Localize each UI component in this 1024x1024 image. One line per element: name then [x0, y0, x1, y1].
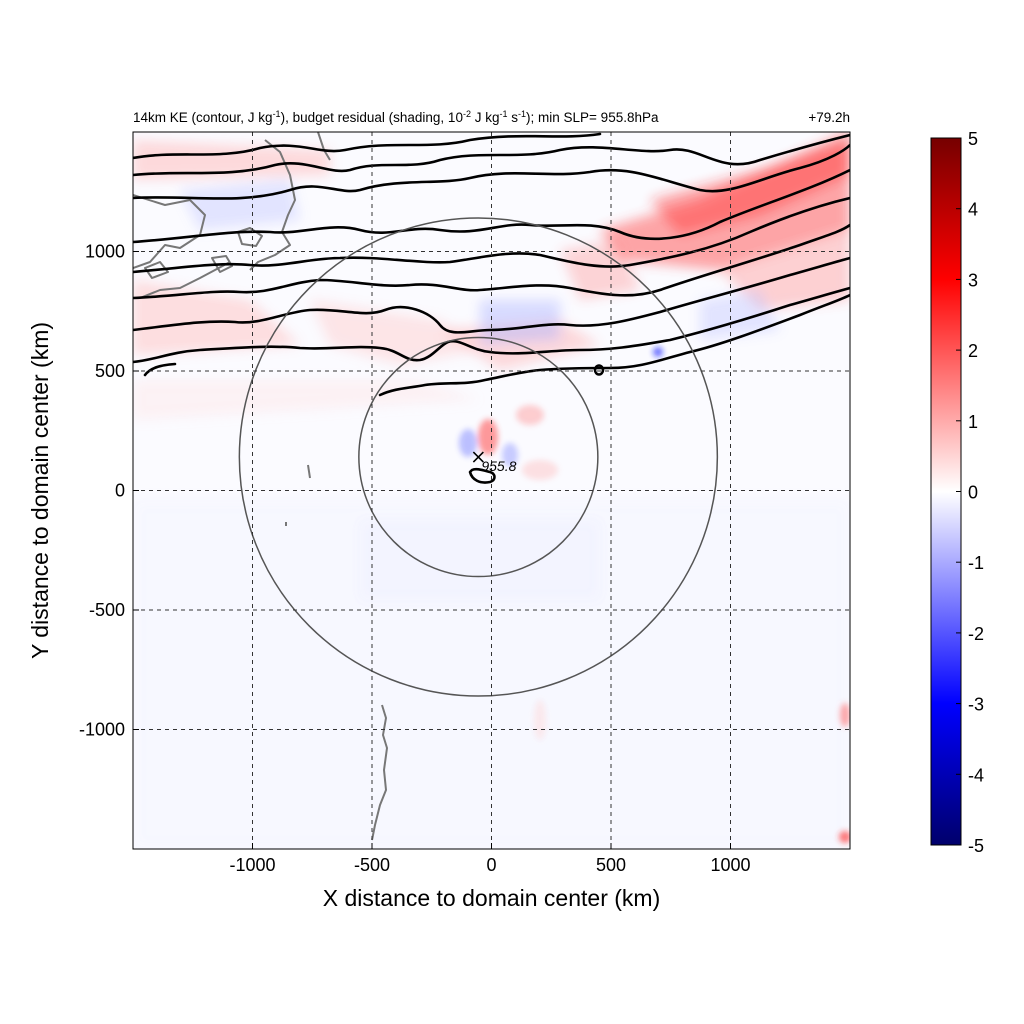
residual-shading: [133, 132, 850, 849]
x-axis: -1000 -500 0 500 1000: [229, 843, 751, 875]
x-tick-label: 1000: [710, 855, 750, 875]
x-tick-label: -500: [354, 855, 390, 875]
ke-contours: [133, 132, 850, 484]
storm-center: 955.8: [472, 451, 517, 474]
colorbar-tick-label: 2: [968, 341, 978, 361]
storm-center-marker: [472, 451, 484, 463]
plot-area: 955.8: [132, 131, 851, 850]
y-tick-label: -500: [89, 600, 125, 620]
x-tick-label: 0: [486, 855, 496, 875]
y-tick-label: 1000: [85, 242, 125, 262]
colorbar-tick-label: 0: [968, 483, 978, 503]
colorbar-tick-label: 3: [968, 270, 978, 290]
colorbar-ticks: 5 4 3 2 1 0 -1 -2 -3 -4 -5: [956, 129, 984, 856]
title-part-1: 14km KE (contour, J kg: [133, 110, 273, 125]
colorbar-tick-label: -3: [968, 695, 984, 715]
title-sup-4: -1: [518, 109, 526, 119]
y-tick-label: -1000: [79, 720, 125, 740]
title-part-2: ), budget residual (shading, 10: [281, 110, 463, 125]
time-label: +79.2h: [808, 110, 850, 125]
range-rings: [238, 217, 719, 697]
colorbar-tick-label: -1: [968, 553, 984, 573]
chart-title: 14km KE (contour, J kg-1), budget residu…: [133, 109, 659, 125]
title-part-3: J kg: [471, 110, 500, 125]
title-sup-3: -1: [499, 109, 507, 119]
title-part-5: ); min SLP= 955.8hPa: [526, 110, 659, 125]
range-ring: [358, 336, 599, 578]
title-sup-1: -1: [273, 109, 281, 119]
range-ring: [238, 217, 719, 697]
colorbar-tick-label: -4: [968, 765, 984, 785]
colorbar-tick-label: 5: [968, 129, 978, 149]
colorbar-tick-label: -5: [968, 836, 984, 856]
y-tick-label: 0: [115, 481, 125, 501]
colorbar-tick-label: 4: [968, 200, 978, 220]
title-sup-2: -2: [463, 109, 471, 119]
y-tick-label: 500: [95, 361, 125, 381]
y-axis: -1000 -500 0 500 1000: [79, 242, 139, 740]
colorbar-tick-label: 1: [968, 412, 978, 432]
min-slp-label: 955.8: [481, 458, 516, 474]
colorbar-tick-label: -2: [968, 624, 984, 644]
y-axis-label: Y distance to domain center (km): [27, 322, 53, 659]
x-axis-label: X distance to domain center (km): [323, 885, 660, 911]
title-part-4: s: [508, 110, 519, 125]
x-tick-label: -1000: [229, 855, 275, 875]
colorbar: 5 4 3 2 1 0 -1 -2 -3 -4 -5: [930, 129, 984, 856]
x-tick-label: 500: [596, 855, 626, 875]
